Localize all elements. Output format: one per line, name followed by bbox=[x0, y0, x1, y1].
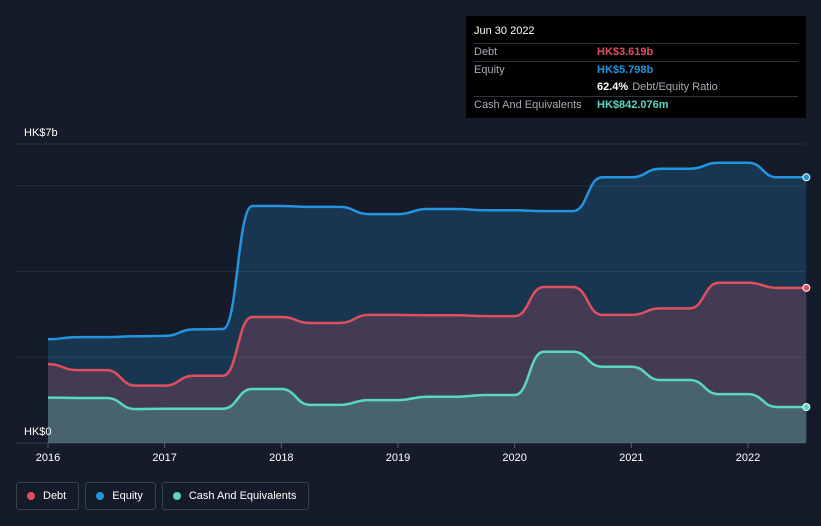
x-tick-label: 2020 bbox=[502, 452, 526, 464]
tooltip-row-debt: Debt HK$3.619b bbox=[474, 43, 798, 61]
debt-area bbox=[48, 282, 807, 443]
tooltip-row-equity: Equity HK$5.798b bbox=[474, 61, 798, 79]
end-markers bbox=[802, 173, 811, 411]
tooltip-value-ratio: 62.4% bbox=[597, 81, 629, 93]
x-tick-label: 2017 bbox=[152, 452, 176, 464]
tooltip-panel: Jun 30 2022 Debt HK$3.619b Equity HK$5.7… bbox=[466, 16, 806, 118]
cash-and-equivalents-line bbox=[47, 350, 807, 411]
legend-label: Debt bbox=[43, 490, 67, 502]
legend-item-equity[interactable]: Equity bbox=[85, 482, 156, 510]
tooltip-ratio-desc: Debt/Equity Ratio bbox=[632, 81, 718, 93]
x-tick-label: 2022 bbox=[736, 452, 760, 464]
series-lines bbox=[47, 161, 807, 411]
tooltip-label: Equity bbox=[474, 64, 505, 76]
x-tick-label: 2021 bbox=[619, 452, 643, 464]
chart-legend: Debt Equity Cash And Equivalents bbox=[16, 482, 310, 510]
x-tick-label: 2016 bbox=[36, 452, 60, 464]
debt-end-marker bbox=[802, 283, 811, 292]
legend-dot-icon bbox=[27, 492, 35, 500]
cash-and-equivalents-end-marker bbox=[802, 403, 811, 411]
legend-label: Equity bbox=[112, 490, 143, 502]
equity-end-marker bbox=[802, 173, 811, 182]
tooltip-label: Cash And Equivalents bbox=[474, 99, 582, 111]
tooltip-date: Jun 30 2022 bbox=[474, 25, 535, 37]
legend-dot-icon bbox=[172, 492, 181, 500]
equity-line bbox=[47, 161, 807, 341]
tooltip-row-cash: Cash And Equivalents HK$842.076m bbox=[474, 96, 798, 114]
legend-dot-icon bbox=[96, 492, 105, 500]
equity-area bbox=[48, 162, 807, 443]
tooltip-value-equity: HK$5.798b bbox=[597, 64, 654, 76]
tooltip-label: Debt bbox=[474, 46, 498, 58]
y-axis-bottom-label: HK$0 bbox=[24, 426, 52, 438]
tooltip-row-ratio: 62.4% Debt/Equity Ratio bbox=[474, 79, 798, 96]
legend-item-debt[interactable]: Debt bbox=[16, 482, 80, 510]
grid-lines bbox=[16, 143, 805, 444]
legend-label: Cash And Equivalents bbox=[188, 490, 297, 502]
tooltip-label bbox=[474, 79, 597, 96]
x-axis: 2016 2017 2018 2019 2020 2021 2022 bbox=[36, 443, 760, 464]
x-tick-label: 2019 bbox=[386, 452, 410, 464]
tooltip-value-cash: HK$842.076m bbox=[597, 99, 669, 111]
tooltip-value-debt: HK$3.619b bbox=[597, 46, 654, 58]
series-areas bbox=[48, 162, 807, 443]
legend-item-cash[interactable]: Cash And Equivalents bbox=[161, 482, 310, 510]
y-axis-top-label: HK$7b bbox=[24, 127, 58, 139]
debt-line bbox=[47, 281, 807, 387]
x-tick-label: 2018 bbox=[269, 452, 293, 464]
